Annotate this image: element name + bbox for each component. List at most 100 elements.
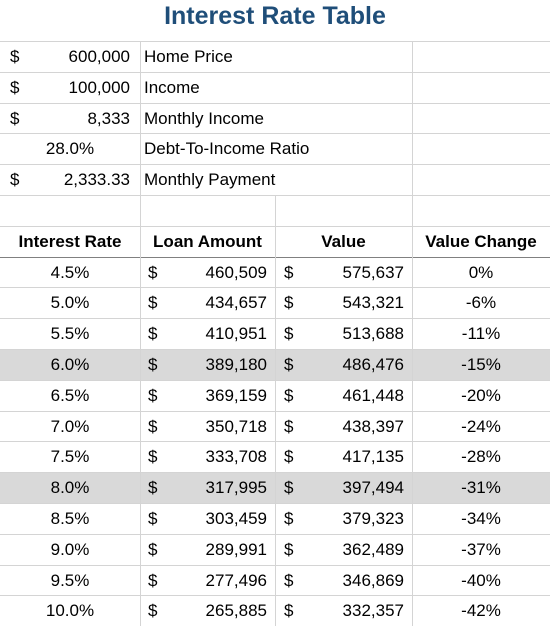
value: 486,476: [342, 355, 404, 374]
interest-rate: 8.0%: [50, 478, 90, 498]
loan-amount: 389,180: [205, 355, 267, 374]
currency: $: [284, 262, 294, 282]
value-change: -20%: [461, 385, 501, 405]
loan-amount: 369,159: [205, 385, 267, 405]
interest-rate: 8.5%: [50, 509, 90, 528]
value-change: -24%: [461, 416, 501, 436]
currency: $: [148, 355, 158, 374]
currency: $: [148, 478, 158, 498]
currency: $: [284, 355, 294, 374]
interest-rate: 7.0%: [50, 416, 90, 436]
loan-amount: 410,951: [205, 324, 267, 344]
input-label: Income: [144, 77, 200, 97]
value: 438,397: [342, 416, 404, 436]
row-line: [0, 41, 550, 42]
currency: $: [284, 385, 294, 405]
interest-rate: 4.5%: [50, 262, 90, 282]
value-change: -37%: [461, 539, 501, 559]
value-change: -34%: [461, 509, 501, 528]
currency: $: [10, 170, 20, 190]
input-value: 600,000: [68, 47, 130, 66]
currency: $: [148, 385, 158, 405]
value: 543,321: [342, 293, 404, 313]
currency: $: [284, 324, 294, 344]
input-value: 8,333: [87, 108, 130, 128]
value: 332,357: [342, 601, 404, 621]
currency: $: [10, 108, 20, 128]
column-header: Interest Rate: [18, 231, 122, 251]
loan-amount: 277,496: [205, 570, 267, 590]
value-change: -40%: [461, 570, 501, 590]
currency: $: [148, 539, 158, 559]
row-line: [0, 72, 550, 73]
col-line: [275, 195, 276, 627]
currency: $: [148, 601, 158, 621]
loan-amount: 460,509: [205, 262, 267, 282]
title: Interest Rate Table: [164, 2, 386, 30]
value-change: -42%: [461, 601, 501, 621]
currency: $: [148, 509, 158, 528]
interest-rate: 5.5%: [50, 324, 90, 344]
interest-rate: 9.0%: [50, 539, 90, 559]
value: 575,637: [342, 262, 404, 282]
col-line: [140, 41, 141, 627]
input-label: Monthly Payment: [144, 170, 276, 190]
currency: $: [148, 262, 158, 282]
value-change: -11%: [461, 324, 501, 344]
currency: $: [284, 416, 294, 436]
currency: $: [148, 570, 158, 590]
interest-rate: 6.0%: [50, 355, 90, 374]
input-label: Home Price: [144, 47, 233, 66]
currency: $: [10, 47, 20, 66]
value-change: -15%: [461, 355, 501, 374]
input-label: Monthly Income: [144, 108, 264, 128]
row-line: [0, 103, 550, 104]
loan-amount: 350,718: [205, 416, 267, 436]
input-label: Debt-To-Income Ratio: [144, 139, 310, 159]
row-line: [0, 133, 550, 134]
interest-rate: 5.0%: [50, 293, 90, 313]
column-header: Loan Amount: [153, 231, 262, 251]
column-header: Value: [321, 231, 366, 251]
value-change: 0%: [468, 262, 494, 282]
currency: $: [284, 478, 294, 498]
currency: $: [284, 293, 294, 313]
input-value: 2,333.33: [63, 170, 130, 190]
currency: $: [284, 447, 294, 467]
loan-amount: 303,459: [205, 509, 267, 528]
interest-rate: 10.0%: [45, 601, 95, 621]
currency: $: [10, 77, 20, 97]
currency: $: [148, 416, 158, 436]
loan-amount: 333,708: [205, 447, 267, 467]
value: 379,323: [342, 509, 404, 528]
input-value: 100,000: [68, 77, 130, 97]
loan-amount: 317,995: [205, 478, 267, 498]
value: 346,869: [342, 570, 404, 590]
column-header: Value Change: [425, 231, 537, 251]
currency: $: [284, 570, 294, 590]
value: 397,494: [342, 478, 404, 498]
interest-rate: 9.5%: [50, 570, 90, 590]
value-change: -28%: [461, 447, 501, 467]
value: 461,448: [342, 385, 404, 405]
interest-rate: 7.5%: [50, 447, 90, 467]
interest-rate: 6.5%: [50, 385, 90, 405]
currency: $: [148, 293, 158, 313]
loan-amount: 289,991: [205, 539, 267, 559]
input-value: 28.0%: [45, 139, 95, 159]
currency: $: [284, 539, 294, 559]
value: 362,489: [342, 539, 404, 559]
row-line: [0, 164, 550, 165]
currency: $: [284, 509, 294, 528]
col-line: [412, 41, 413, 627]
currency: $: [148, 324, 158, 344]
currency: $: [148, 447, 158, 467]
currency: $: [284, 601, 294, 621]
loan-amount: 265,885: [205, 601, 267, 621]
loan-amount: 434,657: [205, 293, 267, 313]
value-change: -31%: [461, 478, 501, 498]
value: 417,135: [342, 447, 404, 467]
value-change: -6%: [465, 293, 497, 313]
value: 513,688: [342, 324, 404, 344]
